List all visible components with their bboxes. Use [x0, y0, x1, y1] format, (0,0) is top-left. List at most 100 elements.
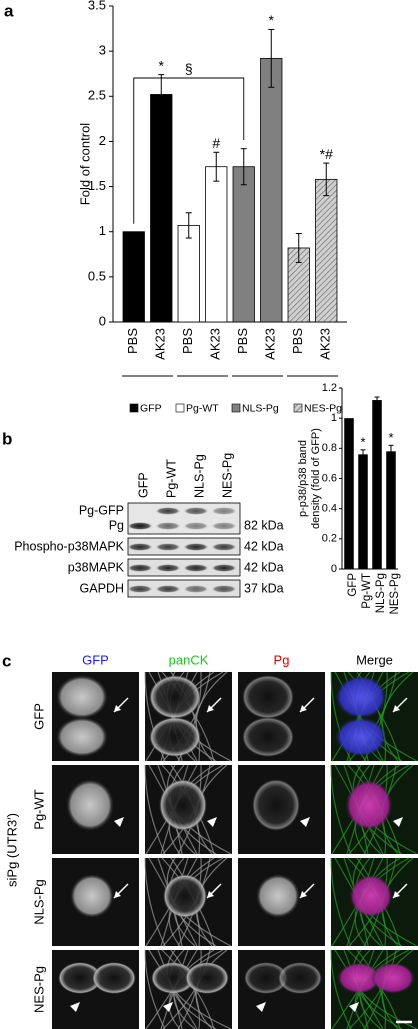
- row-label: p38MAPK: [68, 560, 125, 574]
- panel-letter: a: [4, 1, 14, 20]
- arrowhead: [393, 817, 403, 827]
- legend-label: Pg-WT: [186, 402, 219, 414]
- x-tick-label: Pg-WT: [361, 573, 373, 609]
- cell: [335, 675, 387, 719]
- channel-label: panCK: [169, 652, 209, 667]
- annotation: *: [159, 57, 165, 73]
- bar: [358, 454, 368, 569]
- arrowhead: [114, 705, 121, 712]
- group-label: siPg (UTR3′): [4, 813, 19, 887]
- panel-letter: c: [2, 651, 11, 670]
- condition-label: Pg-WT: [31, 789, 46, 830]
- cell: [345, 779, 393, 831]
- band: [183, 585, 209, 593]
- band: [183, 564, 209, 572]
- arrowhead: [349, 1002, 359, 1012]
- y-axis-label: density (fold of GFP): [310, 428, 322, 529]
- bar: [205, 166, 228, 323]
- band: [155, 507, 181, 515]
- arrowhead: [256, 1002, 266, 1012]
- cell: [349, 874, 393, 918]
- error-bar: [185, 212, 192, 239]
- band: [127, 543, 153, 551]
- y-tick-label: 1: [331, 412, 337, 424]
- legend-swatch: [231, 403, 241, 413]
- error-bar: [158, 74, 165, 115]
- y-tick-label: 0: [99, 313, 106, 328]
- legend-swatch: [175, 403, 185, 413]
- arrowhead: [300, 891, 307, 898]
- bar: [315, 178, 338, 323]
- cell: [278, 962, 322, 994]
- band: [211, 507, 237, 515]
- bar: [232, 166, 255, 323]
- error-bar: [323, 162, 330, 197]
- row-label: Pg: [109, 518, 124, 532]
- y-axis-label: Fold of control: [77, 123, 92, 205]
- y-tick-label: 1.2: [322, 382, 337, 394]
- filament: [330, 857, 352, 947]
- filament: [195, 671, 228, 762]
- error-bar: [374, 396, 380, 404]
- bar: [150, 94, 173, 323]
- arrowhead: [70, 1002, 80, 1012]
- band: [211, 522, 237, 530]
- bar: [344, 418, 354, 569]
- band: [155, 585, 181, 593]
- x-tick-label: AK23: [263, 328, 278, 360]
- cell: [256, 874, 300, 918]
- row-label: Phospho-p38MAPK: [14, 539, 124, 553]
- cell: [149, 675, 201, 719]
- y-tick-label: 0: [331, 563, 337, 575]
- band: [211, 543, 237, 551]
- row-label: Pg-GFP: [79, 503, 124, 517]
- x-tick-label: PBS: [290, 328, 305, 354]
- legend-label: NLS-Pg: [242, 402, 279, 414]
- legend-swatch: [129, 403, 139, 413]
- cell: [242, 675, 294, 719]
- micrograph-grid: GFP panCK Pg Merge GFP Pg-WT NLS-Pg NES-Pg siPg …: [4, 652, 418, 1029]
- arrowhead: [163, 1002, 173, 1012]
- y-tick-label: 3: [99, 43, 106, 58]
- y-tick-label: 0.5: [88, 268, 106, 283]
- filament: [330, 764, 352, 855]
- condition-label: GFP: [31, 703, 46, 730]
- condition-label: NES-Pg: [31, 966, 46, 1013]
- cell: [92, 962, 136, 994]
- band: [155, 564, 181, 572]
- band: [127, 564, 153, 572]
- significance-bracket: [133, 77, 245, 224]
- band: [183, 507, 209, 515]
- error-bar: [360, 449, 366, 459]
- channel-label: Pg: [274, 652, 290, 667]
- cell: [337, 962, 381, 994]
- arrowhead: [393, 891, 400, 898]
- x-tick-label: AK23: [208, 328, 223, 360]
- row-label: GAPDH: [80, 581, 124, 595]
- x-tick-label: AK23: [318, 328, 333, 360]
- x-tick-label: PBS: [125, 328, 140, 354]
- error-bar: [295, 233, 302, 263]
- error-bar: [240, 148, 247, 186]
- arrowhead: [114, 817, 124, 827]
- cell: [163, 874, 207, 918]
- bar: [177, 224, 200, 323]
- y-axis-label: p-p38/p38 band: [297, 440, 309, 517]
- legend-label: GFP: [140, 402, 162, 414]
- cell: [56, 675, 108, 719]
- bar: [372, 400, 382, 569]
- channel-label: GFP: [82, 652, 109, 667]
- arrowhead: [207, 705, 214, 712]
- y-tick-label: 2: [99, 133, 106, 148]
- annotation: *#: [320, 146, 333, 162]
- y-tick-label: 3.5: [88, 0, 106, 12]
- cell: [58, 962, 102, 994]
- arrowhead: [300, 817, 310, 827]
- cell: [371, 962, 415, 994]
- band: [183, 543, 209, 551]
- annotation: *: [360, 434, 365, 449]
- bar: [122, 231, 145, 323]
- bracket-label: §: [185, 61, 193, 77]
- size-label: 42 kDa: [244, 539, 284, 553]
